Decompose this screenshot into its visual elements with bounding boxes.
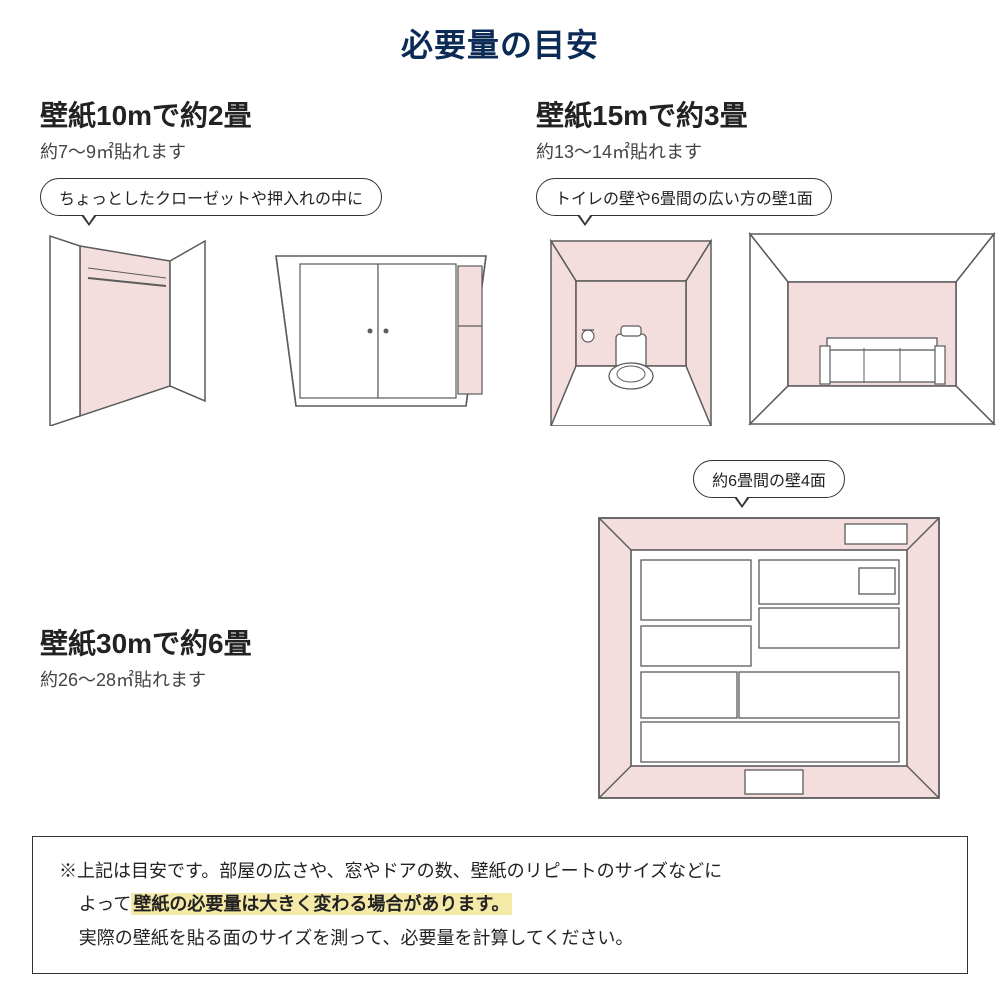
sub-30m: 約26〜28㎡貼れます [40,666,496,692]
heading-15m: 壁紙15mで約3畳 [536,94,1000,134]
speech-30m: 約6畳間の壁4面 [693,460,845,498]
notice-box: ※上記は目安です。部屋の広さや、窓やドアの数、壁紙のリピートのサイズなどに よっ… [32,836,968,974]
closet-illustration [40,226,250,426]
sub-10m: 約7〜9㎡貼れます [40,138,496,164]
notice-highlight: 壁紙の必要量は大きく変わる場合があります。 [131,893,511,915]
notice-line-3: 実際の壁紙を貼る面のサイズを測って、必要量を計算してください。 [59,922,941,955]
speech-15m: トイレの壁や6畳間の広い方の壁1面 [536,178,832,216]
heading-30m: 壁紙30mで約6畳 [40,622,496,662]
notice-line-2-prefix: よって [59,894,131,914]
room-four-walls-illustration [536,508,1000,808]
heading-10m: 壁紙10mで約2畳 [40,94,496,134]
page-title: 必要量の目安 [0,0,1000,94]
notice-line-1: ※上記は目安です。部屋の広さや、窓やドアの数、壁紙のリピートのサイズなどに [59,855,941,888]
notice-line-2: よって壁紙の必要量は大きく変わる場合があります。 [59,888,941,921]
section-30m-illus: 約6畳間の壁4面 [536,460,1000,808]
content-grid: 壁紙10mで約2畳 約7〜9㎡貼れます ちょっとしたクローゼットや押入れの中に [0,94,1000,808]
section-30m-text: 壁紙30mで約6畳 約26〜28㎡貼れます [40,562,496,706]
section-15m: 壁紙15mで約3畳 約13〜14㎡貼れます トイレの壁や6畳間の広い方の壁1面 [536,94,1000,426]
sub-15m: 約13〜14㎡貼れます [536,138,1000,164]
toilet-illustration [536,226,726,426]
oshiire-illustration [266,226,496,426]
room-one-wall-illustration [742,226,1000,426]
section-10m: 壁紙10mで約2畳 約7〜9㎡貼れます ちょっとしたクローゼットや押入れの中に [40,94,496,426]
speech-10m: ちょっとしたクローゼットや押入れの中に [40,178,382,216]
